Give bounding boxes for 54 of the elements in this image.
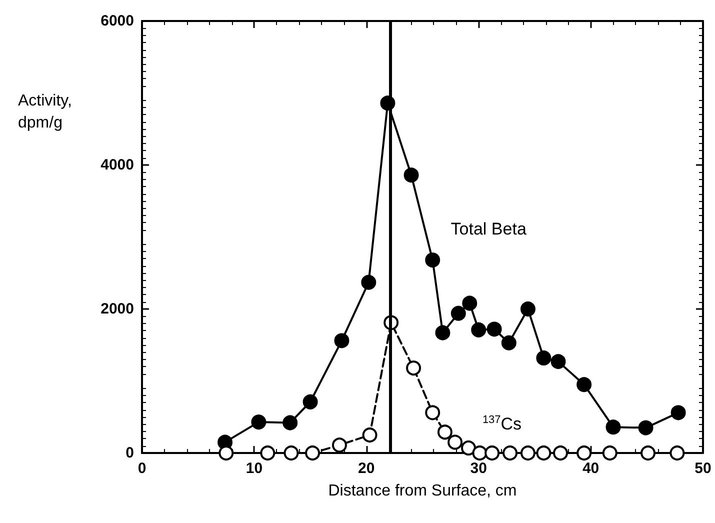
- point: [450, 306, 466, 321]
- y-tick-label: 2000: [100, 300, 134, 318]
- point: [501, 335, 516, 350]
- point: [260, 446, 276, 460]
- point: [670, 446, 685, 460]
- point: [404, 168, 419, 183]
- point: [502, 446, 518, 460]
- series-label: Total Beta: [450, 219, 527, 238]
- y-axis-title: Activity, dpm/g: [18, 92, 76, 132]
- point: [520, 302, 536, 316]
- point: [218, 446, 234, 460]
- x-tick-label: 40: [582, 460, 600, 477]
- point: [602, 446, 618, 460]
- point: [550, 354, 566, 370]
- point: [448, 434, 463, 450]
- x-tick-label: 10: [246, 460, 263, 477]
- point: [461, 440, 476, 456]
- point: [251, 414, 266, 430]
- point: [332, 438, 347, 453]
- x-tick-label: 30: [470, 460, 487, 477]
- point: [520, 446, 536, 460]
- point: [606, 420, 621, 435]
- point: [536, 350, 552, 366]
- point: [361, 274, 376, 290]
- point: [284, 446, 299, 460]
- point: [302, 394, 318, 410]
- point: [576, 446, 592, 460]
- point: [638, 420, 654, 436]
- x-tick-label: 50: [694, 460, 712, 477]
- point: [406, 360, 422, 376]
- point: [536, 446, 552, 460]
- point: [484, 446, 500, 460]
- point: [425, 405, 440, 420]
- point: [425, 252, 440, 268]
- x-tick-label: 20: [358, 460, 375, 477]
- point: [670, 405, 686, 420]
- point: [472, 446, 488, 460]
- point: [334, 333, 350, 348]
- y-tick-label: 0: [126, 444, 134, 462]
- y-tick-label: 6000: [100, 12, 134, 30]
- point: [437, 424, 452, 440]
- point: [435, 325, 450, 340]
- point: [640, 446, 656, 460]
- x-tick-label: 0: [138, 460, 146, 477]
- x-axis-title: Distance from Surface, cm: [328, 482, 517, 500]
- point: [553, 446, 568, 460]
- point: [305, 446, 320, 460]
- y-tick-label: 4000: [100, 156, 134, 174]
- point: [462, 296, 478, 311]
- point: [282, 415, 298, 430]
- point: [362, 428, 378, 442]
- point: [576, 377, 592, 392]
- point: [471, 322, 486, 338]
- point: [486, 322, 502, 337]
